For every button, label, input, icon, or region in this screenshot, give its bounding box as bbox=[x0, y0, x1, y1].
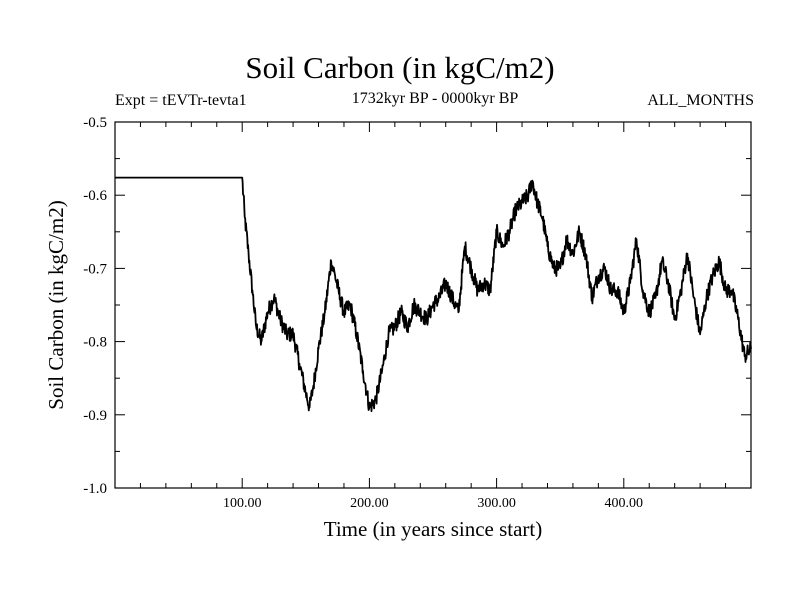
y-tick-label: -0.7 bbox=[83, 261, 107, 277]
x-tick-label: 200.00 bbox=[350, 496, 389, 511]
months-label: ALL_MONTHS bbox=[647, 92, 754, 109]
y-tick-label: -1.0 bbox=[83, 481, 107, 497]
x-tick-label: 100.00 bbox=[223, 496, 262, 511]
chart-title: Soil Carbon (in kgC/m2) bbox=[245, 50, 555, 85]
series-line bbox=[115, 176, 752, 413]
chart-marks: 100.00 200.00 300.00 400.00 -1.0 -0.9 -0.8 -0.7… bbox=[83, 115, 752, 511]
y-tick-label: -0.5 bbox=[83, 115, 107, 131]
y-tick-label: -0.8 bbox=[83, 335, 107, 351]
x-tick-label: 300.00 bbox=[477, 496, 516, 511]
y-tick-label: -0.6 bbox=[83, 188, 107, 204]
x-axis-label: Time (in years since start) bbox=[324, 517, 543, 541]
y-axis-label: Soil Carbon (in kgC/m2) bbox=[44, 200, 68, 409]
x-tick-label: 400.00 bbox=[605, 496, 644, 511]
period-label: 1732kyr BP - 0000kyr BP bbox=[351, 90, 519, 107]
y-tick-label: -0.9 bbox=[83, 408, 107, 424]
experiment-label: Expt = tEVTr-tevta1 bbox=[115, 92, 247, 109]
